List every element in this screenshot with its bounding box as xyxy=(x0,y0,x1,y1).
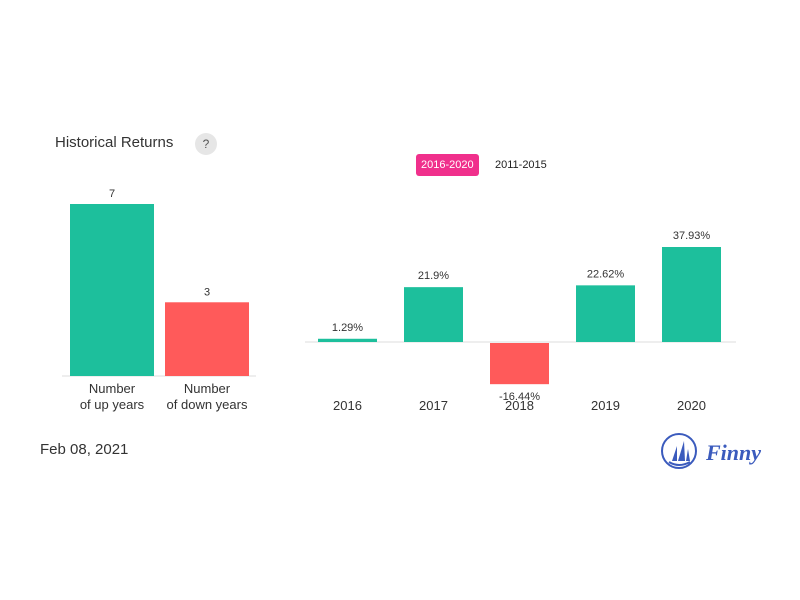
brand-name: Finny xyxy=(705,440,761,465)
data-label: 7 xyxy=(109,188,115,200)
as-of-date: Feb 08, 2021 xyxy=(40,441,129,458)
category-label: 2016 xyxy=(333,398,362,413)
category-label: Number xyxy=(89,381,136,396)
bar-2016 xyxy=(318,338,377,342)
bar-2017 xyxy=(404,287,463,342)
bar-2018 xyxy=(490,343,549,385)
category-label: Number xyxy=(184,381,231,396)
data-label: -16.44% xyxy=(499,391,540,403)
bar-down-years xyxy=(165,302,249,376)
data-label: 3 xyxy=(204,286,210,298)
bar-2019 xyxy=(576,285,635,342)
help-icon[interactable]: ? xyxy=(195,133,217,155)
data-label: 37.93% xyxy=(673,230,711,242)
data-label: 22.62% xyxy=(587,268,625,280)
tab-2016-2020[interactable]: 2016-2020 xyxy=(416,154,479,176)
category-label: of down years xyxy=(167,397,248,412)
tab-2011-2015[interactable]: 2011-2015 xyxy=(495,159,547,171)
category-label: 2018 xyxy=(505,398,534,413)
bar-2020 xyxy=(662,247,721,342)
category-label: of up years xyxy=(80,397,145,412)
category-label: 2020 xyxy=(677,398,706,413)
category-label: 2017 xyxy=(419,398,448,413)
category-label: 2019 xyxy=(591,398,620,413)
bar-up-years xyxy=(70,204,154,376)
data-label: 1.29% xyxy=(332,322,363,334)
data-label: 21.9% xyxy=(418,270,449,282)
sailboat-icon: Finny xyxy=(661,433,761,469)
chart-title: Historical Returns xyxy=(55,134,174,151)
